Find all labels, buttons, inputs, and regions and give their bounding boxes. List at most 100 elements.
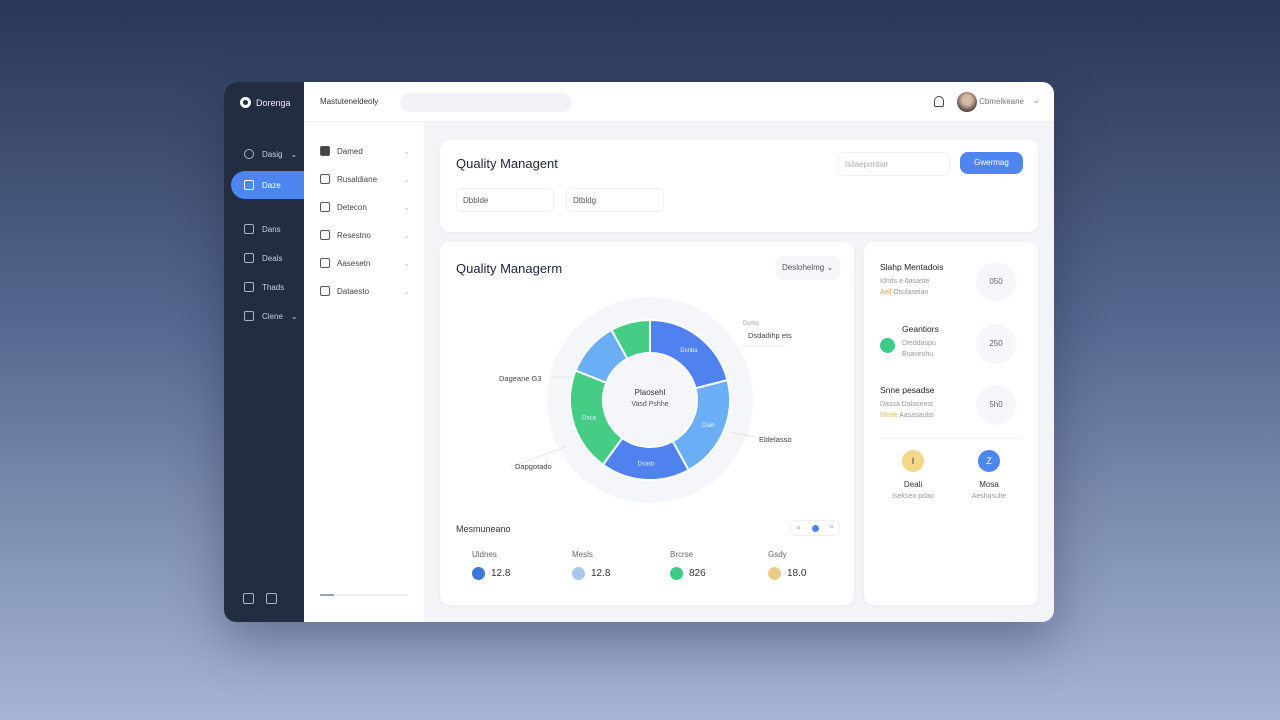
image-icon	[244, 253, 254, 263]
main-sidebar: Dorenga Dasig ⌄ Daze Dans Deals Thads Cle…	[224, 82, 304, 622]
chart-view-icon[interactable]	[811, 524, 819, 532]
lock-icon	[320, 146, 330, 156]
subnav-item[interactable]: Detecon ⌄	[320, 202, 410, 212]
metrics-title: Mesmuneano	[456, 524, 511, 534]
coin-icon	[768, 567, 781, 580]
water-icon	[472, 567, 485, 580]
donut-segment[interactable]	[610, 318, 651, 361]
callout-label: Dageane G3	[499, 374, 542, 383]
stat-label: Uldnes	[472, 550, 497, 559]
subnav-label: Dataesto	[337, 286, 370, 296]
scrollbar[interactable]	[320, 594, 408, 596]
badge-icon: Z	[978, 450, 1000, 472]
stat-value: 12.8	[591, 568, 611, 579]
app-logo[interactable]: Dorenga	[240, 97, 291, 108]
stat-2: Mesls 12.8	[572, 550, 610, 580]
badge-label: Deali	[903, 480, 923, 489]
chevron-down-icon: ⌄	[403, 174, 410, 184]
chevron-down-icon: ⌄	[290, 149, 298, 159]
dropdown-label: Deslohelmg	[782, 263, 825, 272]
badge-2[interactable]: Z Mosa Aeshqsulte	[964, 450, 1014, 500]
subnav-label: Rusaldiane	[337, 174, 378, 184]
logo-icon	[240, 97, 251, 108]
chevron-down-icon: ⌄	[403, 258, 410, 268]
badge-1[interactable]: I Deali Isekseo pdao	[888, 450, 938, 500]
folder-icon	[320, 286, 330, 296]
secondary-nav: Damed ⌄ Rusaldiane ⌄ Detecon ⌄ Resestno ⌄ Aa…	[304, 122, 424, 622]
item-title: Snne pesadse	[880, 385, 935, 395]
subnav-item[interactable]: Rusaldiane ⌄	[320, 174, 410, 184]
chevron-down-icon: ⌄	[403, 202, 410, 212]
donut-center-title: Plaosehl	[634, 388, 666, 397]
subnav-item[interactable]: Dataesto ⌄	[320, 286, 410, 296]
stat-value: 12.8	[491, 568, 511, 579]
list-view-icon[interactable]: ≡	[796, 524, 801, 532]
stat-label: Mesls	[572, 550, 593, 559]
sidebar-item-label: Daze	[262, 180, 281, 190]
search-input[interactable]	[400, 93, 572, 112]
primary-button[interactable]: Gwermag	[960, 152, 1023, 174]
sidebar-item-label: Deals	[262, 253, 283, 263]
sidebar-item-3[interactable]: Dans	[224, 215, 304, 243]
summary-item[interactable]: Geantiors Dteddaspu Bsaseohu 250	[880, 324, 1022, 364]
sidebar-item-5[interactable]: Thads	[224, 273, 304, 301]
item-text: Idnds e 6asaste	[880, 278, 930, 285]
subnav-label: Resestno	[337, 230, 371, 240]
inbox-icon	[244, 180, 254, 190]
book-icon	[320, 258, 330, 268]
stat-label: Gsdy	[768, 550, 787, 559]
summary-item[interactable]: Snne pesadse Dassa Dalaseost Meae Aasasa…	[880, 385, 1022, 425]
callout-label: Dsmo	[743, 321, 759, 327]
subnav-label: Damed	[337, 146, 363, 156]
item-text: Bsaseohu	[902, 351, 934, 358]
summary-item[interactable]: Slahp Mentadois Idnds e 6asaste Axil Oso…	[880, 262, 1022, 302]
right-card: Slahp Mentadois Idnds e 6asaste Axil Oso…	[864, 242, 1038, 605]
app-window: Dorenga Dasig ⌄ Daze Dans Deals Thads Cle…	[224, 82, 1054, 622]
sidebar-item-1[interactable]: Dasig ⌄	[224, 140, 304, 168]
chevron-down-icon: ⌄	[826, 263, 834, 272]
sidebar-item-label: Thads	[262, 282, 285, 292]
sidebar-item-6[interactable]: Clene ⌄	[224, 302, 304, 330]
subnav-item[interactable]: Aasesetn ⌄	[320, 258, 410, 268]
item-title: Slahp Mentadois	[880, 262, 944, 272]
callout-line	[509, 446, 567, 468]
item-text: Osolaseian	[893, 289, 929, 296]
item-value: 5h0	[976, 385, 1016, 425]
home-icon	[244, 149, 254, 159]
chevron-down-icon: ⌄	[403, 230, 410, 240]
period-dropdown[interactable]: Deslohelmg ⌄	[776, 256, 840, 280]
notification-icon[interactable]	[934, 96, 944, 107]
sidebar-item-label: Dasig	[262, 149, 283, 159]
badge-icon: I	[902, 450, 924, 472]
filter-select-2[interactable]: Dtbldg	[566, 188, 664, 212]
filter-search[interactable]: tsilaepontiar	[838, 152, 950, 176]
callout-label: Eldelasso	[759, 435, 792, 444]
avatar[interactable]	[957, 92, 977, 112]
grid-view-icon[interactable]: ⌗	[829, 524, 834, 531]
segment-label: Dsnba	[680, 348, 698, 354]
layout-icon[interactable]	[243, 593, 254, 604]
breadcrumb: Mastuteneldeoly	[320, 97, 379, 106]
segment-label: Dsasb	[638, 461, 656, 467]
sidebar-item-4[interactable]: Deals	[224, 244, 304, 272]
app-name: Dorenga	[256, 97, 291, 108]
document-icon	[244, 282, 254, 292]
top-header: Mastuteneldeoly Cbmelkeane ⌄	[304, 82, 1054, 122]
filter-select-1[interactable]: Dbblde	[456, 188, 554, 212]
user-name[interactable]: Cbmelkeane	[979, 97, 1024, 106]
stat-3: Brcrse 826	[670, 550, 706, 580]
donut-center-subtitle: Vasd Pshhe	[631, 401, 669, 408]
sidebar-item-label: Clene	[262, 311, 283, 321]
export-icon[interactable]	[266, 593, 277, 604]
chevron-down-icon: ⌄	[403, 146, 410, 156]
sidebar-item-2[interactable]: Daze	[231, 171, 304, 199]
subnav-item[interactable]: Damed ⌄	[320, 146, 410, 156]
camera-icon	[244, 224, 254, 234]
segment-label: Dsca	[582, 416, 596, 422]
settings-icon	[320, 230, 330, 240]
item-title: Geantiors	[902, 324, 939, 334]
item-tag: Axil	[880, 289, 892, 296]
chevron-down-icon[interactable]: ⌄	[1032, 95, 1040, 105]
drop-icon	[670, 567, 683, 580]
subnav-item[interactable]: Resestno ⌄	[320, 230, 410, 240]
